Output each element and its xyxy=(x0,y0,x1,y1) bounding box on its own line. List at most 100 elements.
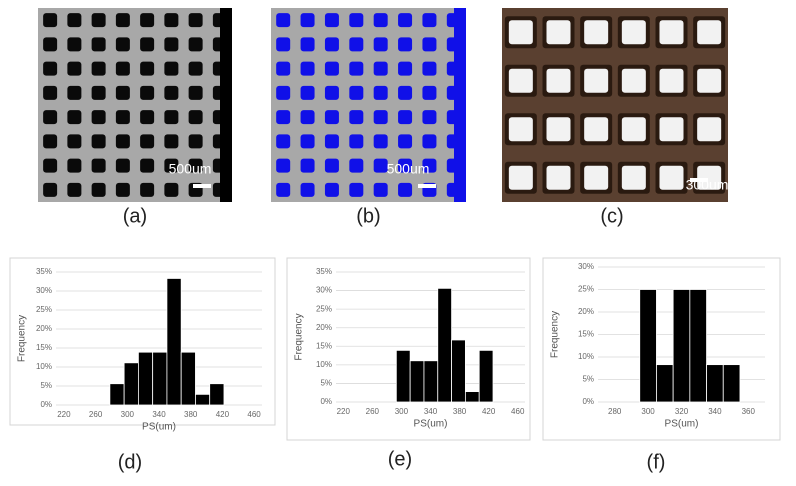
x-tick-label: 420 xyxy=(216,410,230,419)
x-tick-label: 460 xyxy=(511,407,525,416)
pore xyxy=(140,158,155,173)
pore xyxy=(349,158,364,173)
pore xyxy=(349,110,364,125)
panel-label: (c) xyxy=(600,205,623,227)
pore xyxy=(188,13,203,28)
pore xyxy=(349,85,364,100)
pore xyxy=(324,37,339,52)
pore xyxy=(373,110,388,125)
x-tick-label: 260 xyxy=(366,407,380,416)
pore xyxy=(188,61,203,76)
pore xyxy=(697,117,722,142)
pore xyxy=(276,110,291,125)
y-tick-label: 15% xyxy=(578,330,594,339)
pore xyxy=(300,134,315,149)
x-axis-title: PS(um) xyxy=(142,422,176,433)
pore xyxy=(324,110,339,125)
pore xyxy=(621,165,646,190)
x-tick-label: 340 xyxy=(424,407,438,416)
pore xyxy=(546,117,571,142)
pore xyxy=(276,37,291,52)
bar xyxy=(478,349,494,403)
pore xyxy=(373,182,388,197)
pore xyxy=(140,85,155,100)
pore xyxy=(43,134,58,149)
pore xyxy=(164,110,179,125)
x-tick-label: 320 xyxy=(675,407,689,416)
bar xyxy=(152,351,168,406)
pore xyxy=(43,158,58,173)
y-tick-label: 0% xyxy=(320,397,332,406)
x-tick-label: 380 xyxy=(453,407,467,416)
pore xyxy=(67,182,82,197)
y-tick-label: 5% xyxy=(582,375,594,384)
pore xyxy=(276,85,291,100)
y-tick-label: 10% xyxy=(316,360,332,369)
pore xyxy=(324,158,339,173)
x-tick-label: 340 xyxy=(152,410,166,419)
pore xyxy=(91,85,106,100)
x-tick-label: 220 xyxy=(57,410,71,419)
pore xyxy=(422,37,437,52)
pore xyxy=(164,134,179,149)
pore xyxy=(546,165,571,190)
pore xyxy=(164,182,179,197)
pore xyxy=(276,61,291,76)
pore xyxy=(398,110,413,125)
pore xyxy=(621,117,646,142)
pore xyxy=(324,85,339,100)
pore xyxy=(67,61,82,76)
pore xyxy=(276,13,291,28)
pore xyxy=(140,134,155,149)
bar xyxy=(639,289,657,403)
x-tick-label: 260 xyxy=(89,410,103,419)
x-tick-label: 220 xyxy=(337,407,351,416)
bar xyxy=(451,339,466,403)
pore xyxy=(115,110,130,125)
y-tick-label: 5% xyxy=(320,379,332,388)
pore xyxy=(659,20,684,45)
y-tick-label: 25% xyxy=(316,304,332,313)
pore xyxy=(115,13,130,28)
pore xyxy=(115,182,130,197)
y-tick-label: 15% xyxy=(316,341,332,350)
x-axis-title: PS(um) xyxy=(414,419,448,430)
pore xyxy=(349,37,364,52)
photo xyxy=(502,8,728,202)
pore xyxy=(621,20,646,45)
bar xyxy=(123,362,139,406)
x-tick-label: 340 xyxy=(708,407,722,416)
pore xyxy=(508,117,533,142)
pore xyxy=(276,182,291,197)
pore xyxy=(43,37,58,52)
panel-label: (a) xyxy=(123,205,147,227)
pore xyxy=(373,61,388,76)
pore xyxy=(422,134,437,149)
pore xyxy=(91,182,106,197)
bar xyxy=(209,383,225,406)
pore xyxy=(324,134,339,149)
pore xyxy=(164,13,179,28)
y-tick-label: 25% xyxy=(36,305,52,314)
pore xyxy=(659,165,684,190)
pore xyxy=(621,68,646,93)
pore xyxy=(697,165,722,190)
photo-background xyxy=(271,8,466,202)
pore xyxy=(373,158,388,173)
pore xyxy=(115,37,130,52)
pore xyxy=(300,13,315,28)
panel-label: (e) xyxy=(388,448,412,470)
x-tick-label: 300 xyxy=(641,407,655,416)
pore xyxy=(67,13,82,28)
pore xyxy=(373,13,388,28)
pore xyxy=(140,61,155,76)
pore xyxy=(349,134,364,149)
pore xyxy=(140,110,155,125)
pore xyxy=(43,85,58,100)
x-tick-label: 360 xyxy=(742,407,756,416)
pore xyxy=(324,13,339,28)
bar xyxy=(722,364,741,403)
bar xyxy=(437,287,452,403)
pore xyxy=(398,134,413,149)
